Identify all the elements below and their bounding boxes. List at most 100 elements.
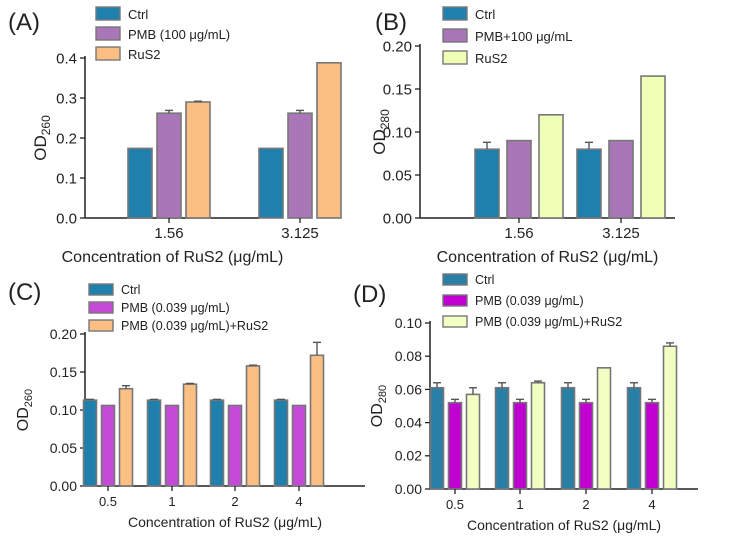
y-tick-label: 0.05 — [383, 167, 412, 184]
bar — [506, 139, 532, 219]
bar — [258, 147, 284, 219]
legend-label: PMB (0.039 μg/mL) — [121, 301, 230, 315]
panel-label: (B) — [375, 9, 407, 36]
bar — [100, 404, 116, 487]
legend: Ctrl PMB (0.039 μg/mL) PMB (0.039 μg/mL)+R… — [88, 283, 268, 333]
y-tick-label: 0.06 — [395, 381, 422, 397]
legend-swatch — [88, 301, 114, 314]
y-tick-label: 0.02 — [395, 448, 422, 464]
bar — [578, 401, 594, 490]
panel-label: (D) — [353, 281, 386, 308]
bar — [82, 399, 98, 487]
y-tick-label: 0.0 — [56, 210, 77, 227]
x-axis-label: Concentration of RuS2 (μg/mL) — [128, 514, 322, 530]
bar — [273, 399, 289, 487]
bar — [209, 399, 225, 487]
y-tick-label: 0.08 — [395, 348, 422, 364]
bar — [127, 147, 153, 219]
panel-label: (C) — [8, 279, 41, 306]
y-tick-label: 0.00 — [383, 210, 412, 227]
y-tick-label: 0.00 — [50, 478, 77, 494]
bar — [429, 386, 445, 490]
legend-label: PMB (0.039 μg/mL)+RuS2 — [121, 319, 268, 333]
bar — [227, 404, 243, 487]
y-tick-label: 0.15 — [50, 364, 77, 380]
chart-panel-4: (D) 0.00 0.02 0.04 0.06 0.08 0.10 OD280 Concentr… — [353, 273, 698, 533]
legend-label: Ctrl — [475, 7, 495, 22]
y-tick-label: 0.10 — [50, 402, 77, 418]
legend-swatch — [442, 28, 468, 43]
bar — [316, 61, 342, 219]
bar — [465, 393, 481, 490]
panel-label: (A) — [8, 9, 40, 36]
bar — [530, 381, 546, 490]
legend-label: RuS2 — [128, 47, 161, 62]
y-tick-label: 0.00 — [395, 481, 422, 497]
y-tick-label: 0.20 — [383, 38, 412, 55]
legend-label: PMB (0.039 μg/mL)+RuS2 — [475, 315, 622, 329]
legend-swatch — [442, 315, 468, 328]
bar — [626, 386, 642, 490]
y-axis-label: OD260 — [31, 115, 53, 161]
legend: Ctrl PMB (100 μg/mL) RuS2 — [95, 6, 230, 62]
legend-swatch — [442, 6, 468, 21]
chart-panel-1: (A) 0.0 0.1 0.2 0.3 0.4 OD260 Concentration of … — [8, 6, 342, 266]
bar — [118, 387, 134, 487]
y-tick-label: 0.04 — [395, 415, 422, 431]
y-tick-label: 0.10 — [395, 315, 422, 331]
legend-swatch — [442, 50, 468, 65]
x-tick-label: 3.125 — [602, 225, 640, 242]
legend-swatch — [88, 319, 114, 332]
legend-label: Ctrl — [128, 7, 148, 22]
x-tick-label: 2 — [582, 497, 589, 512]
y-axis-label: OD280 — [369, 385, 389, 427]
x-axis-label: Concentration of RuS2 (μg/mL) — [437, 249, 659, 266]
x-axis-label: Concentration of RuS2 (μg/mL) — [62, 249, 284, 266]
bar — [560, 386, 576, 490]
y-tick-label: 0.2 — [56, 130, 77, 147]
y-tick-label: 0.4 — [56, 50, 77, 67]
bar — [608, 139, 634, 219]
bar — [146, 399, 162, 487]
legend: Ctrl PMB (0.039 μg/mL) PMB (0.039 μg/mL)+R… — [442, 273, 622, 329]
legend: Ctrl PMB+100 μg/mL RuS2 — [442, 6, 572, 66]
bar — [287, 112, 313, 219]
legend-label: PMB+100 μg/mL — [475, 29, 572, 44]
bar — [182, 383, 198, 487]
bar — [309, 354, 325, 487]
legend-swatch — [88, 283, 114, 296]
bar — [512, 401, 528, 490]
legend-label: RuS2 — [475, 51, 508, 66]
legend-swatch — [442, 273, 468, 286]
legend-label: Ctrl — [121, 283, 140, 297]
x-tick-label: 3.125 — [281, 225, 319, 242]
bar — [245, 365, 261, 487]
bar — [576, 148, 602, 219]
legend-swatch — [442, 294, 468, 307]
bar — [596, 367, 612, 490]
x-tick-label: 0.5 — [99, 494, 117, 509]
bar — [291, 404, 307, 487]
bar — [538, 114, 564, 219]
y-axis-label: OD280 — [370, 109, 392, 155]
bar — [644, 401, 660, 490]
bar — [164, 404, 180, 487]
x-tick-label: 2 — [231, 494, 238, 509]
legend-swatch — [95, 46, 121, 61]
bar — [447, 401, 463, 490]
legend-swatch — [95, 6, 121, 21]
y-tick-label: 0.15 — [383, 81, 412, 98]
legend-swatch — [95, 26, 121, 41]
bar — [474, 148, 500, 219]
x-tick-label: 1.56 — [504, 225, 533, 242]
bar — [185, 101, 211, 219]
bar — [494, 386, 510, 490]
y-tick-label: 0.10 — [383, 124, 412, 141]
x-tick-label: 4 — [648, 497, 655, 512]
bar — [640, 75, 666, 219]
legend-label: Ctrl — [475, 273, 494, 287]
y-tick-label: 0.20 — [50, 326, 77, 342]
y-tick-label: 0.3 — [56, 90, 77, 107]
x-tick-label: 4 — [295, 494, 302, 509]
